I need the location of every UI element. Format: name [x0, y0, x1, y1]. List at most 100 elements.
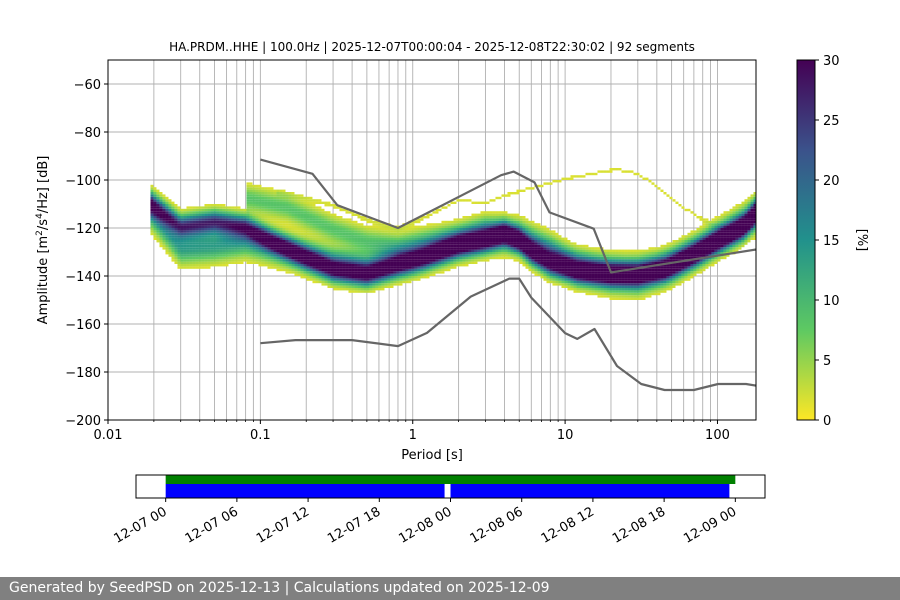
psd-cell — [180, 244, 184, 248]
psd-cell — [297, 247, 301, 250]
psd-cell — [351, 283, 355, 286]
psd-cell — [435, 208, 439, 212]
psd-cell — [543, 266, 547, 269]
psd-cell — [699, 237, 703, 240]
psd-cell — [537, 184, 541, 188]
psd-cell — [627, 266, 631, 269]
psd-cell — [297, 230, 301, 233]
psd-cell — [465, 259, 469, 262]
psd-cell — [504, 218, 508, 221]
psd-cell — [609, 280, 613, 284]
psd-cell — [240, 211, 244, 214]
psd-cell — [384, 264, 388, 267]
psd-cell — [735, 244, 739, 248]
psd-cell — [285, 237, 289, 240]
psd-cell — [195, 230, 199, 233]
psd-cell — [591, 252, 595, 255]
psd-cell — [342, 242, 346, 245]
psd-cell — [195, 213, 199, 216]
psd-cell — [285, 244, 289, 248]
psd-cell — [207, 213, 211, 216]
psd-cell — [495, 218, 499, 221]
psd-cell — [708, 249, 712, 252]
psd-cell — [639, 292, 643, 296]
psd-cell — [375, 240, 379, 243]
psd-cell — [354, 249, 358, 252]
psd-cell — [639, 261, 643, 264]
psd-cell — [453, 242, 457, 245]
psd-cell — [207, 204, 211, 207]
psd-cell — [714, 216, 718, 219]
psd-cell — [408, 230, 412, 233]
psd-cell — [150, 201, 154, 204]
psd-cell — [429, 223, 433, 226]
psd-cell — [477, 228, 481, 231]
psd-cell — [261, 235, 265, 238]
psd-cell — [309, 204, 313, 207]
psd-cell — [615, 249, 619, 252]
psd-cell — [261, 201, 265, 204]
psd-cell — [255, 252, 259, 255]
psd-cell — [342, 278, 346, 281]
psd-cell — [543, 271, 547, 274]
psd-cell — [429, 213, 433, 216]
psd-cell — [564, 256, 568, 260]
psd-cell — [303, 223, 307, 226]
psd-cell — [348, 268, 352, 272]
psd-cell — [204, 220, 208, 224]
psd-cell — [657, 273, 661, 276]
psd-cell — [549, 254, 553, 257]
psd-cell — [171, 244, 175, 248]
psd-cell — [306, 237, 310, 240]
psd-cell — [378, 235, 382, 238]
psd-cell — [684, 278, 688, 281]
psd-cell — [222, 237, 226, 240]
psd-cell — [444, 261, 448, 264]
psd-cell — [486, 237, 490, 240]
psd-cell — [363, 285, 367, 288]
psd-cell — [477, 220, 481, 224]
psd-cell — [726, 213, 730, 216]
psd-cell — [222, 242, 226, 245]
psd-cell — [480, 201, 484, 204]
psd-cell — [684, 261, 688, 264]
psd-cell — [420, 244, 424, 248]
psd-cell — [588, 247, 592, 250]
psd-cell — [339, 252, 343, 255]
psd-cell — [153, 206, 157, 209]
psd-cell — [351, 256, 355, 260]
psd-cell — [456, 235, 460, 238]
psd-cell — [693, 213, 697, 216]
psd-cell — [432, 228, 436, 231]
psd-cell — [357, 266, 361, 269]
psd-cell — [264, 216, 268, 219]
psd-cell — [432, 266, 436, 269]
psd-cell — [357, 259, 361, 262]
psd-cell — [426, 249, 430, 252]
psd-cell — [681, 240, 685, 243]
psd-cell — [369, 278, 373, 281]
psd-cell — [318, 232, 322, 236]
psd-cell — [510, 216, 514, 219]
psd-cell — [702, 225, 706, 228]
psd-cell — [540, 225, 544, 228]
psd-cell — [204, 259, 208, 262]
psd-cell — [270, 254, 274, 257]
psd-cell — [255, 232, 259, 236]
psd-cell — [447, 259, 451, 262]
psd-cell — [309, 223, 313, 226]
psd-cell — [312, 218, 316, 221]
psd-cell — [159, 242, 163, 245]
psd-cell — [276, 242, 280, 245]
psd-cell — [423, 244, 427, 248]
psd-cell — [177, 249, 181, 252]
psd-cell — [681, 247, 685, 250]
psd-cell — [210, 206, 214, 209]
psd-cell — [468, 252, 472, 255]
psd-cell — [471, 256, 475, 260]
psd-cell — [579, 271, 583, 274]
psd-cell — [411, 240, 415, 243]
psd-cell — [222, 225, 226, 228]
psd-cell — [174, 225, 178, 228]
psd-cell — [177, 254, 181, 257]
